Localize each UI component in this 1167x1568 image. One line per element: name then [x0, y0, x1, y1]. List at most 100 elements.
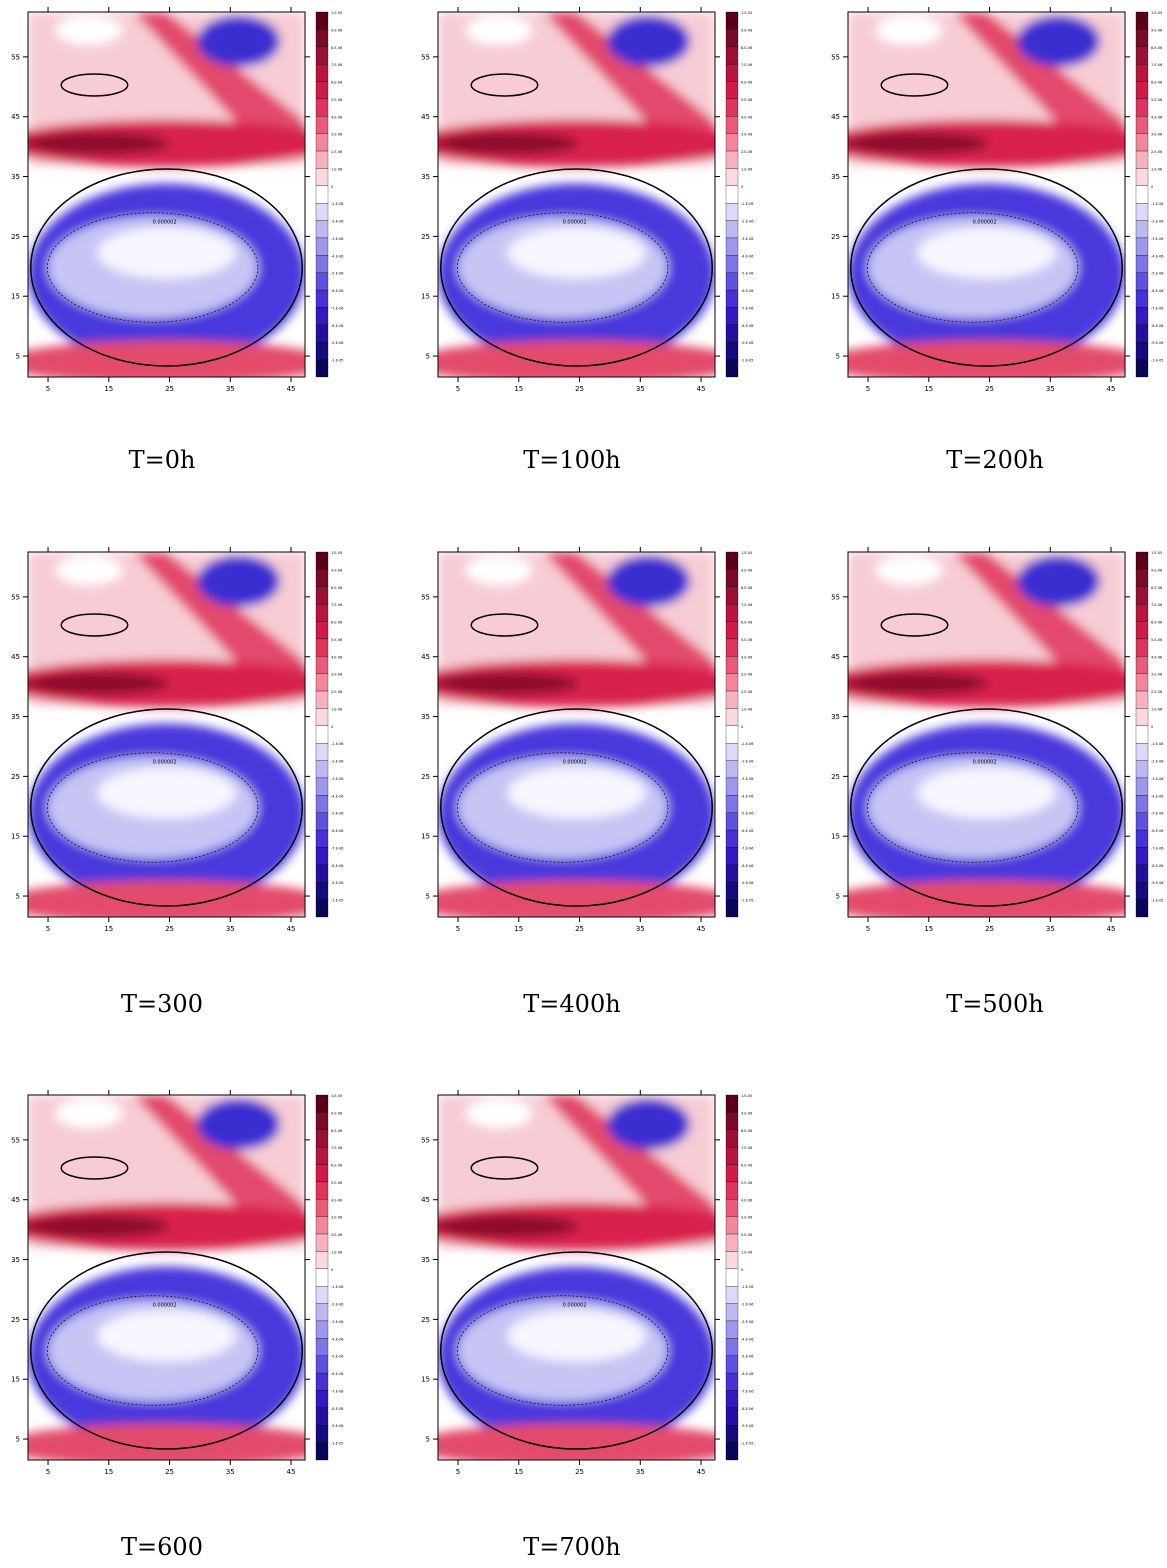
- colorbar-swatch: [315, 777, 329, 796]
- field-blob: [848, 880, 1125, 917]
- colorbar-swatch: [315, 81, 329, 100]
- y-tick-label: 5: [426, 353, 430, 361]
- y-tick-label: 45: [421, 113, 430, 121]
- y-tick-label: 45: [831, 113, 840, 121]
- colorbar-label: -6.E-06: [1151, 829, 1164, 833]
- x-tick-label: 15: [924, 385, 933, 393]
- contour-line: [60, 613, 129, 637]
- contour-line: [47, 1295, 259, 1406]
- colorbar-swatch: [1135, 795, 1149, 813]
- colorbar-swatch: [315, 1303, 329, 1322]
- colorbar-swatch: [725, 1372, 739, 1391]
- colorbar-swatch: [725, 11, 739, 30]
- colorbar-swatch: [725, 29, 739, 47]
- x-tick-label: 35: [636, 1468, 645, 1476]
- colorbar-swatch: [315, 690, 329, 709]
- panel: 0.000002 5 15 25 35 45 5 15 25 35 45 55 1.E-05 9.E-06…: [831, 7, 1164, 474]
- colorbar-label: 7.E-06: [331, 603, 342, 607]
- y-tick-label: 55: [831, 593, 840, 601]
- panel-caption: T=100h: [523, 446, 620, 474]
- colorbar-label: 3.E-06: [331, 1216, 342, 1220]
- colorbar-swatch: [1135, 289, 1149, 308]
- colorbar-label: -3.E-06: [1151, 777, 1164, 781]
- field-blob: [28, 1423, 305, 1460]
- field-arm: [543, 1095, 715, 1241]
- x-tick-label: 25: [165, 385, 174, 393]
- colorbar-swatch: [315, 1251, 329, 1269]
- colorbar-swatch: [725, 847, 739, 866]
- colorbar-swatch: [1135, 116, 1149, 134]
- x-tick-label: 45: [287, 385, 296, 393]
- colorbar-label: 6.E-06: [331, 81, 342, 85]
- colorbar-swatch: [315, 1442, 329, 1461]
- y-tick-label: 45: [11, 113, 20, 121]
- y-tick-label: 15: [11, 1376, 20, 1384]
- colorbar-label: -1.E-06: [741, 742, 754, 746]
- colorbar-swatch: [315, 29, 329, 47]
- field: 0.000002: [28, 12, 305, 377]
- colorbar-label: -5.E-06: [1151, 272, 1164, 276]
- y-tick-label: 45: [421, 653, 430, 661]
- colorbar-label: -1.E-05: [331, 899, 344, 903]
- colorbar-label: -7.E-06: [1151, 306, 1164, 310]
- colorbar-label: 2.E-06: [741, 690, 752, 694]
- colorbar-swatch: [315, 760, 329, 779]
- contour-label: 0.000002: [563, 1303, 587, 1309]
- field-blob: [97, 767, 236, 819]
- colorbar-swatch: [315, 1164, 329, 1183]
- colorbar-label: -1.E-05: [1151, 359, 1164, 363]
- colorbar-label: -4.E-06: [741, 1337, 754, 1341]
- colorbar-label: 2.E-06: [1151, 150, 1162, 154]
- colorbar-swatch: [315, 185, 329, 204]
- panel: 0.000002 5 15 25 35 45 5 15 25 35 45 55 1.E-05 9.E-06…: [11, 1090, 344, 1561]
- colorbar-swatch: [1135, 150, 1149, 169]
- colorbar-swatch: [1135, 220, 1149, 239]
- colorbar-swatch: [315, 168, 329, 186]
- colorbar-label: -3.E-06: [331, 777, 344, 781]
- colorbar-swatch: [1135, 551, 1149, 570]
- colorbar-label: 4.E-06: [741, 655, 752, 659]
- colorbar-label: 0: [741, 1268, 743, 1272]
- colorbar-label: 3.E-06: [331, 673, 342, 677]
- colorbar-label: 1.E-06: [741, 1250, 752, 1254]
- y-tick-label: 35: [421, 713, 430, 721]
- colorbar-label: 1.E-05: [331, 1094, 342, 1098]
- colorbar-label: 4.E-06: [331, 115, 342, 119]
- colorbar-label: 4.E-06: [741, 1198, 752, 1202]
- colorbar-swatch: [1135, 81, 1149, 100]
- colorbar-label: -2.E-06: [741, 220, 754, 224]
- colorbar-swatch: [725, 812, 739, 831]
- contour-line: [47, 212, 259, 323]
- colorbar-label: 8.E-06: [1151, 586, 1162, 590]
- y-tick-label: 45: [421, 1196, 430, 1204]
- colorbar-swatch: [1135, 690, 1149, 709]
- field-blob: [438, 1423, 715, 1460]
- colorbar-label: -6.E-06: [331, 289, 344, 293]
- contour-line: [850, 708, 1123, 907]
- contour-line: [30, 168, 303, 367]
- colorbar-swatch: [1135, 708, 1149, 726]
- colorbar-swatch: [725, 690, 739, 709]
- colorbar-swatch: [725, 725, 739, 744]
- colorbar-label: 6.E-06: [741, 1164, 752, 1168]
- colorbar-swatch: [725, 203, 739, 221]
- colorbar-label: -3.E-06: [741, 777, 754, 781]
- colorbar-label: 0: [741, 725, 743, 729]
- colorbar-swatch: [725, 272, 739, 291]
- contour-line: [440, 708, 713, 907]
- colorbar-label: 2.E-06: [331, 690, 342, 694]
- colorbar-label: 9.E-06: [331, 568, 342, 572]
- colorbar-swatch: [725, 168, 739, 186]
- colorbar-label: 8.E-06: [741, 46, 752, 50]
- colorbar-label: -9.E-06: [331, 881, 344, 885]
- field-blob: [1016, 555, 1101, 607]
- field-fill: [438, 1095, 715, 1460]
- colorbar-label: 1.E-05: [741, 551, 752, 555]
- colorbar-swatch: [725, 1164, 739, 1183]
- plot-frame: [27, 1094, 306, 1461]
- colorbar-label: 1.E-05: [1151, 11, 1162, 15]
- contour-line: [880, 73, 949, 97]
- panel-caption: T=0h: [129, 446, 196, 474]
- colorbar-label: 0: [741, 185, 743, 189]
- y-tick-label: 5: [16, 893, 20, 901]
